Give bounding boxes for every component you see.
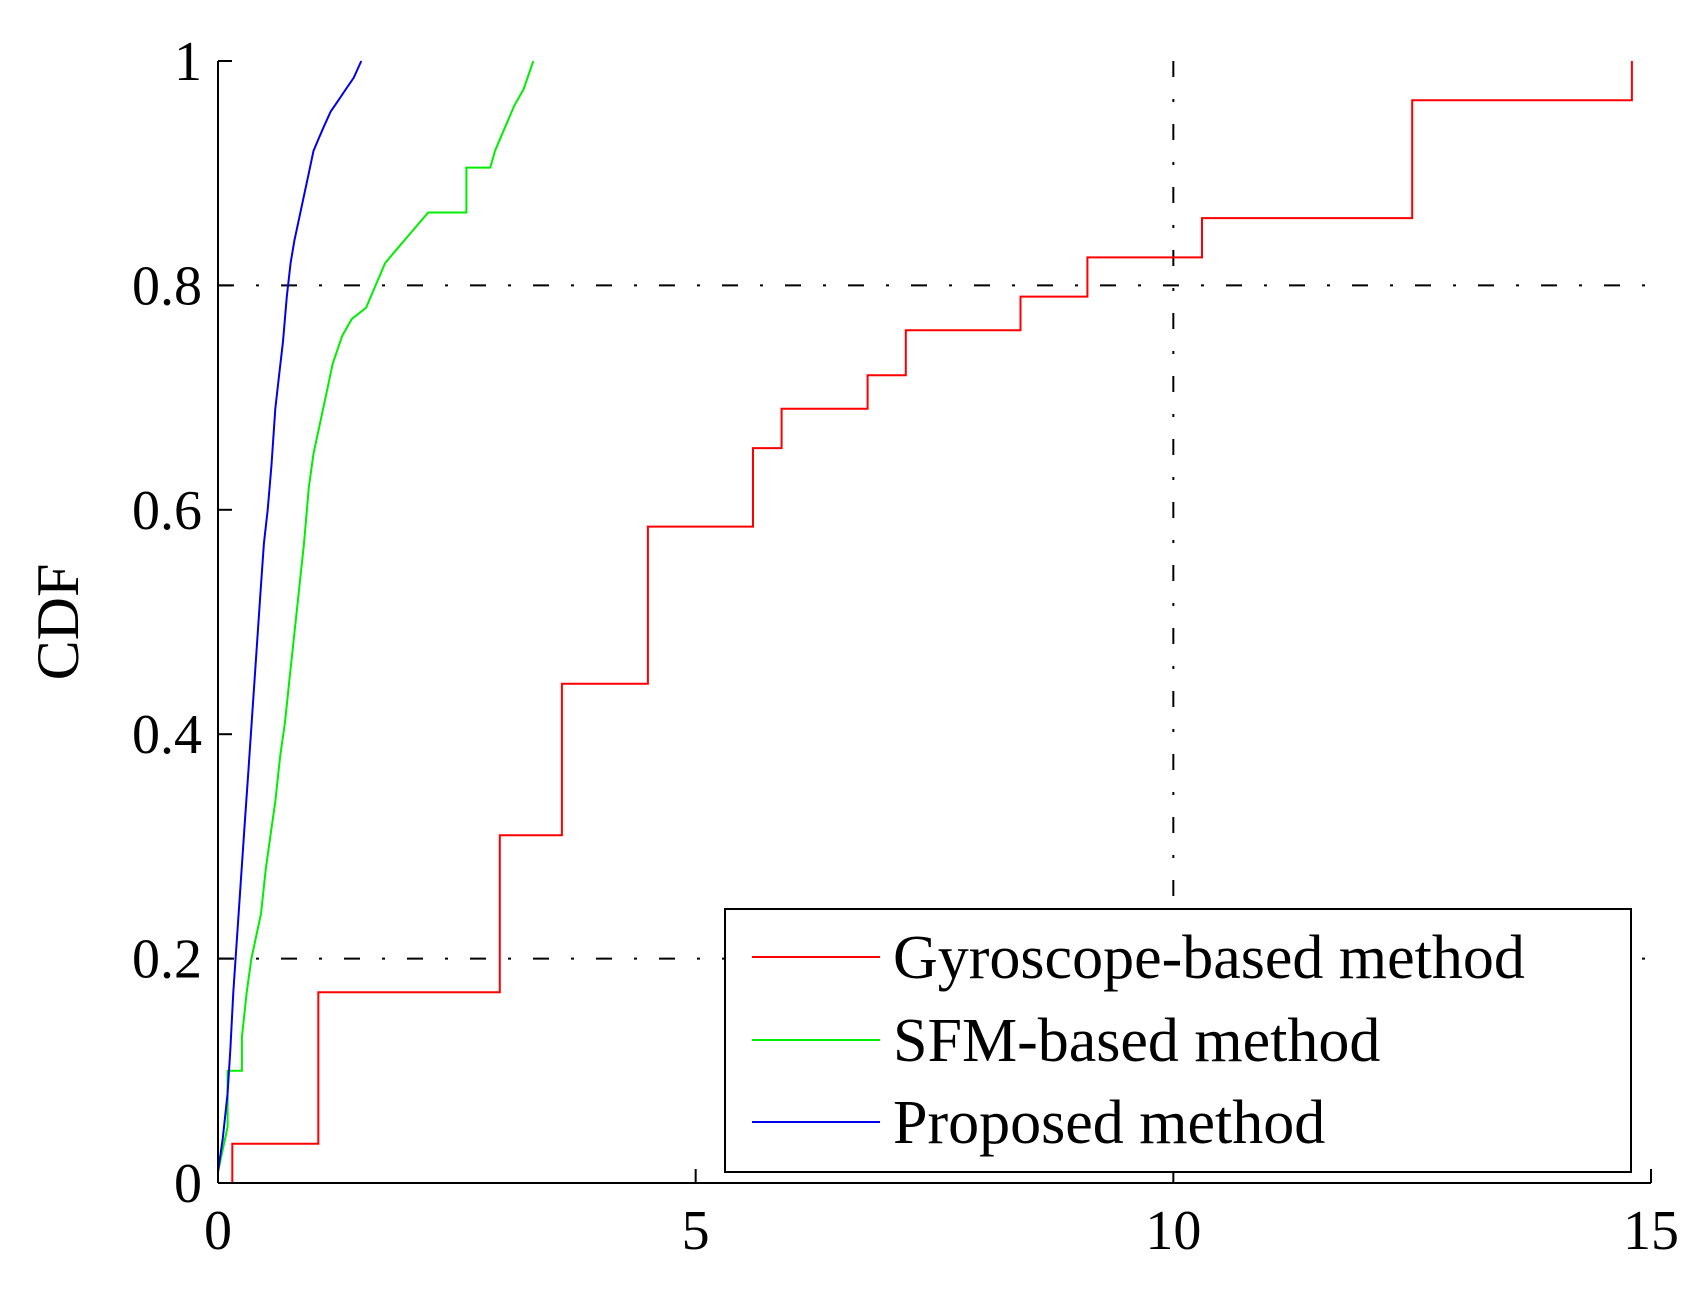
- series-line-0: [231, 61, 1633, 1183]
- y-tick-label-5: 1: [174, 31, 202, 93]
- series-line-1: [217, 60, 535, 1173]
- series-layer: [217, 60, 1633, 1183]
- legend: Gyroscope-based method SFM-based method …: [724, 908, 1632, 1173]
- y-tick-label-3: 0.6: [132, 480, 202, 542]
- legend-label-proposed: Proposed method: [893, 1089, 1325, 1157]
- ticks: 0 5 10 15 0 0.2 0.4 0.6 0.8 1: [132, 31, 1679, 1262]
- y-tick-label-0: 0: [174, 1153, 202, 1215]
- y-tick-label-4: 0.8: [132, 255, 202, 317]
- legend-label-sfm: SFM-based method: [893, 1007, 1380, 1075]
- x-tick-label-1: 5: [682, 1200, 710, 1262]
- y-tick-label-1: 0.2: [132, 929, 202, 991]
- x-tick-label-3: 15: [1623, 1200, 1679, 1262]
- x-tick-label-2: 10: [1145, 1200, 1201, 1262]
- y-tick-label-2: 0.4: [132, 704, 202, 766]
- y-axis-title: CDF: [25, 564, 91, 681]
- x-tick-label-0: 0: [204, 1200, 232, 1262]
- series-line-2: [217, 60, 363, 1172]
- legend-label-gyroscope: Gyroscope-based method: [893, 924, 1525, 992]
- axes: [217, 61, 1651, 1184]
